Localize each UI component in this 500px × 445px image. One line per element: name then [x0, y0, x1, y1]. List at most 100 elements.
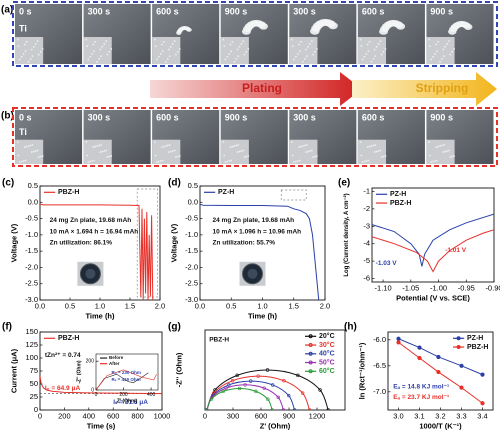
panel-label: (b) [1, 111, 14, 122]
zn-dendrite [396, 23, 406, 30]
data-point [326, 408, 330, 410]
x-tick-label: 0.5 [65, 302, 75, 311]
data-point [262, 386, 266, 390]
texture [91, 53, 93, 55]
y-tick-label: -0.5 [185, 214, 198, 223]
texture [436, 159, 438, 162]
data-point [227, 383, 231, 387]
texture [34, 43, 37, 45]
x-tick-label: -1.05 [402, 284, 419, 293]
data-layer [96, 369, 157, 390]
series-line [206, 380, 296, 410]
data-point [230, 379, 235, 383]
data-point [459, 385, 464, 390]
y-tick-label: -5 [363, 256, 370, 265]
texture [38, 156, 40, 158]
series-line [40, 376, 162, 395]
texture [307, 46, 309, 48]
data-point [243, 383, 247, 387]
series-line [206, 387, 273, 410]
y-tick-label: -6.0 [373, 335, 386, 344]
texture [243, 156, 246, 158]
texture [446, 150, 448, 152]
series-line [206, 384, 284, 410]
texture [242, 40, 245, 42]
x-axis-label: 1000/T (K⁻¹) [419, 421, 462, 430]
texture [175, 53, 177, 56]
texture [309, 43, 311, 45]
texture [229, 43, 232, 46]
texture [432, 56, 434, 58]
texture [20, 160, 23, 163]
texture [293, 161, 295, 163]
time-label: 600 s [156, 6, 179, 16]
plating-arrow [150, 72, 362, 106]
data-point [396, 336, 401, 341]
texture [428, 38, 430, 41]
texture [24, 50, 27, 52]
data-point [318, 388, 322, 392]
data-layer [40, 203, 154, 300]
texture [228, 53, 231, 55]
texture [87, 161, 90, 163]
x-tick-label: 1000 [154, 412, 171, 421]
y-tick-label: 0.0 [188, 197, 198, 206]
legend-marker [456, 345, 461, 350]
texture [453, 155, 455, 157]
texture [168, 144, 171, 146]
texture [161, 146, 163, 148]
texture [165, 61, 167, 63]
legend-label: PBZ-H [467, 344, 488, 351]
texture [36, 40, 39, 42]
chart: (h) 3.0 3.1 3.2 3.3 3.4 -6.0 -6.5 -7.0 1000/T (K⁻… [344, 322, 494, 430]
plot-area [387, 331, 494, 411]
texture [370, 61, 373, 63]
data-point [417, 345, 422, 350]
texture [163, 41, 165, 43]
legend-marker [308, 369, 313, 374]
x-axis-label: Time (h) [85, 311, 115, 320]
texture [306, 55, 308, 57]
texture [291, 141, 293, 143]
annotation: Rₛ = 419 Ohm [112, 377, 141, 382]
chart: (c) 0.0 0.5 1.0 1.5 2.0 0.5 0.0 -0.5 -1.0 -1.5 -2.0… [2, 178, 165, 321]
x-tick-label: -1.00 [430, 284, 447, 293]
plot-area [95, 353, 159, 391]
series-line [40, 203, 154, 300]
texture [312, 156, 314, 158]
legend-label: After [109, 361, 120, 366]
texture [230, 50, 232, 52]
texture [99, 151, 102, 153]
y-tick-label: 50 [30, 379, 38, 388]
texture [373, 48, 376, 51]
texture [436, 50, 438, 52]
panel-label: (h) [344, 322, 357, 333]
panel-border [12, 107, 498, 167]
chart: (d) 0.0 0.5 1.0 1.5 2.0 0.5 0.0 -0.5 -1.0 -1.5 -2.0… [168, 178, 330, 321]
legend-marker [308, 360, 313, 365]
texture [29, 58, 32, 60]
texture [98, 144, 100, 147]
y-tick-label: 0 [34, 405, 38, 414]
texture [158, 160, 160, 163]
texture [36, 149, 39, 152]
data-point [256, 374, 260, 378]
texture [154, 38, 156, 41]
time-label: 0 s [19, 112, 32, 122]
annotation: -1.01 V [445, 247, 467, 254]
highlight-box [280, 189, 307, 201]
texture [243, 53, 246, 56]
texture [380, 53, 383, 56]
y-tick-label: -2.0 [25, 262, 38, 271]
texture [366, 43, 369, 46]
data-point [266, 397, 270, 401]
data-point [237, 386, 242, 391]
texture [89, 56, 91, 58]
texture [18, 58, 21, 61]
texture [99, 48, 102, 51]
x-tick-label: 600 [107, 412, 120, 421]
texture [228, 160, 231, 162]
y-tick-label: -2 [363, 204, 370, 213]
y-tick-label: -1 [363, 186, 370, 195]
data-point [281, 408, 286, 410]
